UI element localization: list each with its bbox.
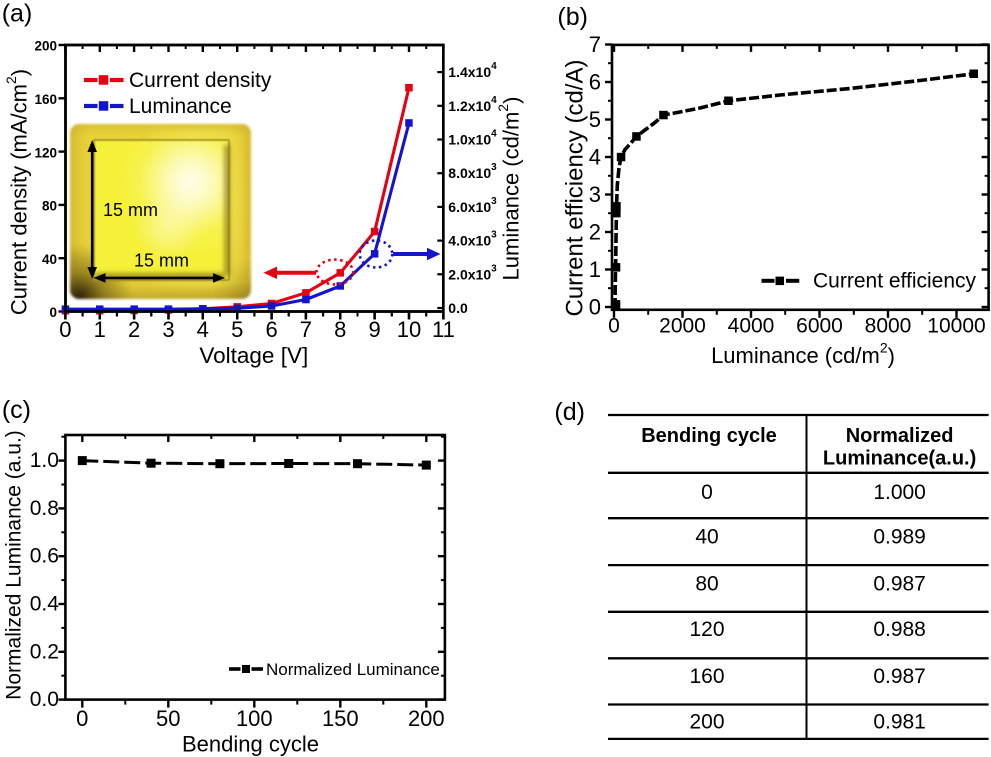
svg-text:(b): (b) (557, 3, 588, 31)
svg-text:100: 100 (236, 706, 273, 731)
svg-text:1: 1 (589, 257, 601, 282)
svg-text:0: 0 (76, 706, 88, 731)
svg-text:6: 6 (265, 317, 277, 342)
svg-text:9: 9 (368, 317, 380, 342)
svg-text:3: 3 (162, 317, 174, 342)
svg-text:7: 7 (589, 32, 601, 57)
svg-text:1: 1 (94, 317, 106, 342)
svg-text:6000: 6000 (796, 315, 843, 338)
svg-text:80: 80 (42, 199, 57, 214)
svg-text:Normalized: Normalized (846, 425, 954, 447)
svg-text:Normalized Luminance: Normalized Luminance (266, 660, 440, 679)
svg-text:4: 4 (197, 317, 209, 342)
svg-text:4000: 4000 (728, 315, 775, 338)
svg-text:(c): (c) (2, 396, 31, 424)
svg-text:200: 200 (689, 711, 724, 734)
svg-text:120: 120 (689, 618, 724, 641)
svg-text:80: 80 (695, 573, 718, 596)
svg-text:120: 120 (34, 145, 57, 160)
svg-text:8.0x103: 8.0x103 (448, 162, 497, 182)
svg-text:3: 3 (589, 182, 601, 207)
svg-text:Current density: Current density (129, 69, 272, 92)
svg-text:Current efficiency (cd/A): Current efficiency (cd/A) (562, 60, 589, 317)
svg-text:4.0x103: 4.0x103 (448, 229, 497, 249)
svg-text:0.989: 0.989 (873, 525, 926, 548)
svg-text:40: 40 (695, 525, 718, 548)
svg-text:0.0: 0.0 (30, 688, 59, 711)
svg-text:5: 5 (589, 107, 601, 132)
svg-text:4: 4 (589, 145, 601, 170)
svg-text:11: 11 (432, 317, 455, 342)
svg-text:8000: 8000 (865, 315, 912, 338)
svg-text:(d): (d) (554, 398, 585, 426)
svg-text:40: 40 (42, 252, 57, 267)
svg-text:Current efficiency: Current efficiency (813, 270, 977, 293)
svg-text:Current density (mA/cm2): Current density (mA/cm2) (3, 69, 32, 315)
svg-text:6.0x103: 6.0x103 (448, 195, 497, 215)
svg-text:200: 200 (408, 706, 445, 731)
svg-text:1.0x104: 1.0x104 (448, 128, 497, 148)
svg-text:0.4: 0.4 (30, 593, 60, 616)
svg-text:0.987: 0.987 (873, 573, 926, 596)
svg-text:1.000: 1.000 (873, 481, 926, 504)
svg-text:15 mm: 15 mm (134, 251, 189, 271)
svg-text:0.2: 0.2 (30, 640, 59, 663)
svg-text:160: 160 (689, 665, 724, 688)
svg-text:1.4x104: 1.4x104 (448, 61, 497, 81)
svg-text:1.0: 1.0 (30, 449, 59, 472)
svg-text:Luminance (cd/m2): Luminance (cd/m2) (711, 340, 895, 369)
svg-text:Normalized Luminance (a.u.): Normalized Luminance (a.u.) (3, 430, 26, 700)
svg-text:Bending cycle: Bending cycle (641, 425, 777, 447)
svg-text:0: 0 (701, 481, 713, 504)
svg-text:(a): (a) (2, 0, 33, 28)
svg-text:0.8: 0.8 (30, 497, 59, 520)
svg-text:Bending cycle: Bending cycle (182, 732, 319, 757)
svg-text:2: 2 (128, 317, 140, 342)
svg-text:0: 0 (59, 317, 71, 342)
svg-text:15 mm: 15 mm (103, 200, 158, 220)
svg-text:0: 0 (589, 295, 601, 320)
svg-text:Voltage [V]: Voltage [V] (199, 343, 308, 368)
svg-text:2.0x103: 2.0x103 (448, 263, 497, 283)
svg-text:2: 2 (589, 220, 601, 245)
svg-text:Luminance(a.u.): Luminance(a.u.) (823, 448, 976, 470)
svg-text:50: 50 (156, 706, 180, 731)
svg-text:10000: 10000 (927, 315, 985, 338)
svg-text:6: 6 (589, 70, 601, 95)
svg-text:0.987: 0.987 (873, 665, 926, 688)
svg-text:0.6: 0.6 (30, 545, 59, 568)
svg-text:160: 160 (34, 92, 57, 107)
svg-text:7: 7 (300, 317, 312, 342)
svg-text:0.988: 0.988 (873, 618, 926, 641)
svg-text:0: 0 (608, 315, 620, 338)
svg-text:0.0: 0.0 (448, 300, 468, 316)
svg-text:200: 200 (34, 39, 57, 54)
svg-text:0.981: 0.981 (873, 711, 926, 734)
svg-text:10: 10 (397, 317, 421, 342)
svg-text:2000: 2000 (659, 315, 706, 338)
svg-text:Luminance (cd/m2): Luminance (cd/m2) (495, 97, 524, 281)
svg-text:1.2x104: 1.2x104 (448, 94, 497, 114)
svg-text:150: 150 (322, 706, 359, 731)
svg-text:5: 5 (231, 317, 243, 342)
svg-text:8: 8 (334, 317, 346, 342)
svg-text:Luminance: Luminance (129, 95, 232, 118)
svg-text:0: 0 (49, 305, 57, 320)
